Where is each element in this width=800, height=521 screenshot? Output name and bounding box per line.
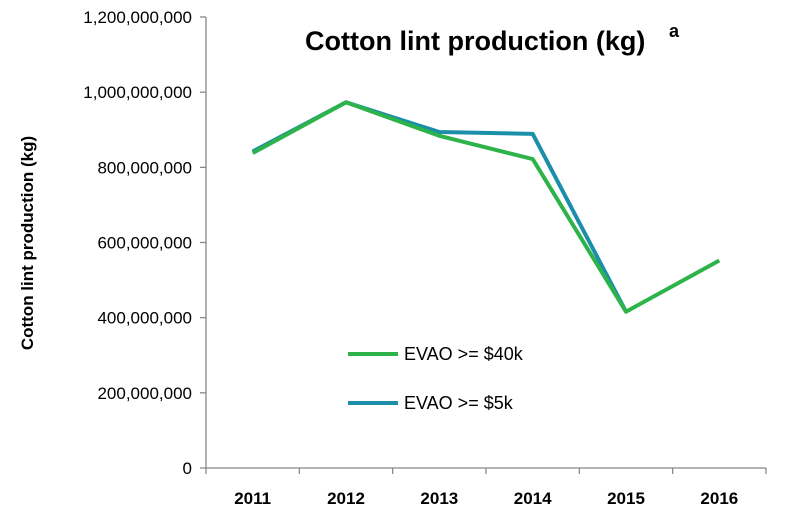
y-axis-title: Cotton lint production (kg) — [18, 136, 37, 350]
series-line-0 — [251, 100, 721, 314]
series-lines — [251, 100, 721, 314]
legend: EVAO >= $40k EVAO >= $5k — [348, 344, 524, 413]
x-tick-label: 2012 — [327, 489, 365, 508]
chart-title-superscript: a — [669, 21, 680, 41]
x-tick-label: 2014 — [514, 489, 552, 508]
y-tick-label: 1,000,000,000 — [83, 83, 192, 102]
x-ticks: 2011 2012 2013 2014 2015 2016 — [205, 468, 767, 508]
legend-label-0: EVAO >= $40k — [404, 344, 524, 364]
y-tick-label: 400,000,000 — [97, 309, 192, 328]
y-tick-label: 800,000,000 — [97, 158, 192, 177]
y-ticks: 0 200,000,000 400,000,000 600,000,000 800,00… — [83, 8, 206, 478]
y-tick-label: 200,000,000 — [97, 384, 192, 403]
y-tick-label: 1,200,000,000 — [83, 8, 192, 27]
x-tick-label: 2016 — [700, 489, 738, 508]
legend-label-1: EVAO >= $5k — [404, 393, 514, 413]
y-tick-label: 600,000,000 — [97, 234, 192, 253]
x-tick-label: 2015 — [607, 489, 645, 508]
x-tick-label: 2011 — [234, 489, 271, 508]
chart-title: Cotton lint production (kg) — [305, 26, 645, 56]
x-tick-label: 2013 — [420, 489, 458, 508]
y-tick-label: 0 — [183, 459, 192, 478]
